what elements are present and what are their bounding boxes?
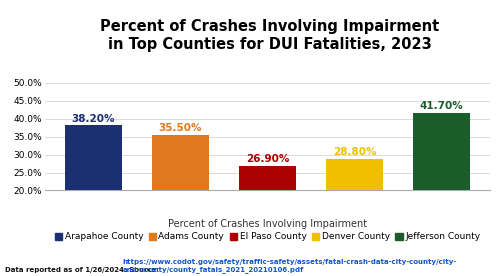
Text: 35.50%: 35.50% [159,123,202,133]
Bar [152,135,209,262]
Text: 28.80%: 28.80% [332,147,376,157]
Bar [239,166,296,262]
Text: 41.70%: 41.70% [420,101,464,111]
Text: 38.20%: 38.20% [72,114,116,124]
Bar [65,125,122,262]
Bar [413,113,470,262]
Text: Percent of Crashes Involving Impairment
in Top Counties for DUI Fatalities, 2023: Percent of Crashes Involving Impairment … [100,19,439,52]
Text: Data reported as of 1/26/2024. Source:: Data reported as of 1/26/2024. Source: [5,267,162,273]
Text: Percent of Crashes Involving Impairment: Percent of Crashes Involving Impairment [168,219,367,229]
Legend: Arapahoe County, Adams County, El Paso County, Denver County, Jefferson County: Arapahoe County, Adams County, El Paso C… [54,232,480,241]
Bar [326,159,383,262]
Text: https://www.codot.gov/safety/traffic-safety/assets/fatal-crash-data-city-county/: https://www.codot.gov/safety/traffic-saf… [122,259,457,273]
Text: 26.90%: 26.90% [246,154,289,164]
